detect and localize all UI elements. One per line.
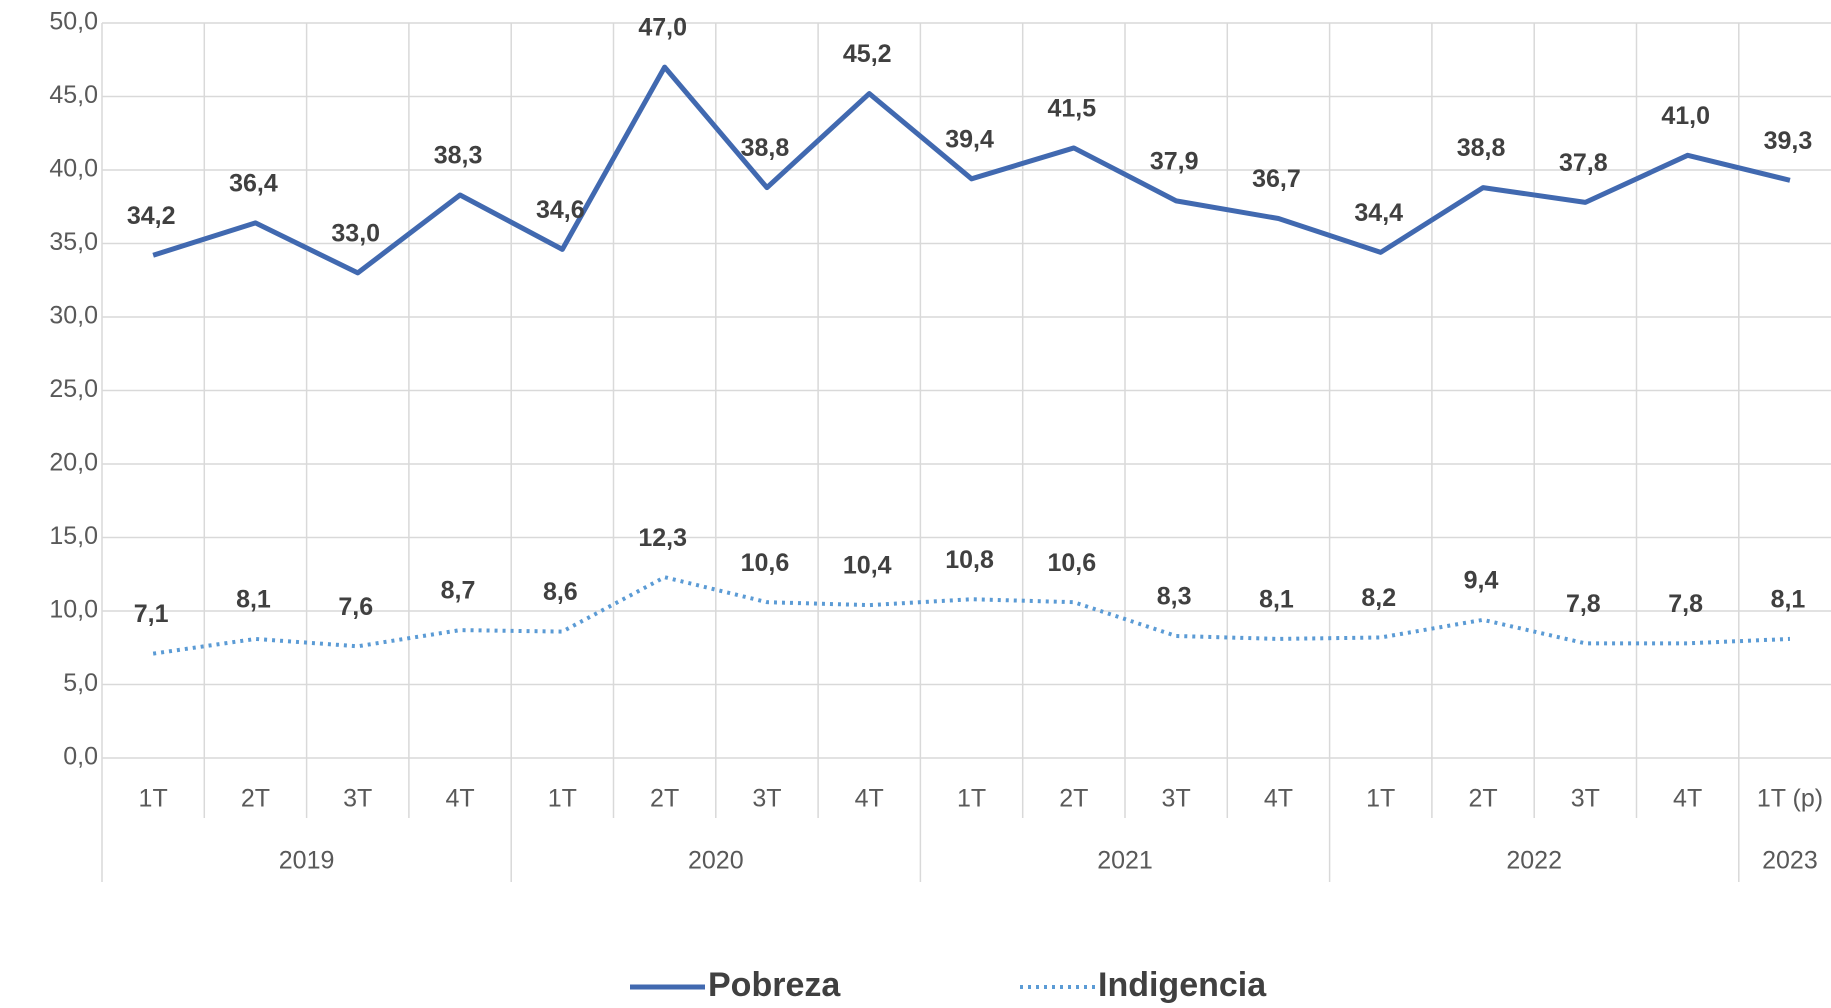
data-label: 7,8 <box>1566 590 1601 618</box>
data-label: 34,6 <box>536 196 585 224</box>
x-tick-label: 4T <box>1673 785 1702 813</box>
data-label: 7,1 <box>134 600 169 628</box>
y-tick-label: 35,0 <box>49 228 98 256</box>
x-tick-label: 1T (p) <box>1757 785 1823 813</box>
data-label: 10,8 <box>945 546 994 574</box>
x-tick-label: 1T <box>1366 785 1395 813</box>
y-tick-label: 10,0 <box>49 596 98 624</box>
data-label: 37,8 <box>1559 149 1608 177</box>
x-group-label: 2019 <box>279 847 335 875</box>
data-label: 41,5 <box>1048 95 1097 123</box>
x-group-label: 2020 <box>688 847 744 875</box>
y-tick-label: 30,0 <box>49 302 98 330</box>
data-label: 36,4 <box>229 170 278 198</box>
x-tick-label: 4T <box>445 785 474 813</box>
data-label: 8,1 <box>1259 586 1294 614</box>
data-label: 8,2 <box>1361 584 1396 612</box>
x-tick-label: 2T <box>241 785 270 813</box>
x-tick-label: 3T <box>752 785 781 813</box>
y-tick-label: 20,0 <box>49 449 98 477</box>
legend-label: Pobreza <box>708 966 841 1004</box>
x-tick-label: 3T <box>343 785 372 813</box>
x-tick-label: 1T <box>139 785 168 813</box>
series-line <box>152 575 1791 656</box>
y-tick-label: 45,0 <box>49 81 98 109</box>
x-group-label: 2021 <box>1097 847 1153 875</box>
data-label: 12,3 <box>638 524 687 552</box>
y-tick-label: 40,0 <box>49 155 98 183</box>
x-tick-label: 2T <box>1059 785 1088 813</box>
x-tick-label: 4T <box>1264 785 1293 813</box>
data-label: 10,6 <box>741 549 790 577</box>
data-label: 38,8 <box>741 134 790 162</box>
data-label: 8,1 <box>236 586 271 614</box>
data-label: 8,7 <box>441 577 476 605</box>
data-label: 38,3 <box>434 142 483 170</box>
data-label: 38,8 <box>1457 134 1506 162</box>
x-group-label: 2022 <box>1506 847 1562 875</box>
x-tick-label: 3T <box>1571 785 1600 813</box>
data-label: 45,2 <box>843 40 892 68</box>
y-tick-label: 50,0 <box>49 8 98 36</box>
x-group-label: 2023 <box>1762 847 1818 875</box>
data-label: 36,7 <box>1252 165 1301 193</box>
data-label: 33,0 <box>331 220 380 248</box>
x-tick-label: 2T <box>1468 785 1497 813</box>
data-label: 8,1 <box>1771 586 1806 614</box>
data-label: 7,8 <box>1668 590 1703 618</box>
data-label: 34,2 <box>127 202 176 230</box>
data-label: 10,6 <box>1048 549 1097 577</box>
series-line <box>152 64 1791 276</box>
data-label: 8,6 <box>543 578 578 606</box>
x-tick-label: 4T <box>855 785 884 813</box>
x-tick-label: 1T <box>548 785 577 813</box>
x-tick-label: 2T <box>650 785 679 813</box>
data-label: 34,4 <box>1354 199 1403 227</box>
data-label: 37,9 <box>1150 147 1199 175</box>
y-tick-label: 0,0 <box>63 743 98 771</box>
data-label: 39,4 <box>945 125 994 153</box>
y-tick-label: 25,0 <box>49 375 98 403</box>
data-label: 47,0 <box>638 14 687 42</box>
data-label: 41,0 <box>1661 102 1710 130</box>
data-label: 39,3 <box>1764 127 1813 155</box>
data-label: 8,3 <box>1157 583 1192 611</box>
legend-label: Indigencia <box>1098 966 1267 1004</box>
x-tick-label: 1T <box>957 785 986 813</box>
data-label: 9,4 <box>1464 566 1499 594</box>
y-tick-label: 5,0 <box>63 669 98 697</box>
data-label: 10,4 <box>843 552 892 580</box>
data-label: 7,6 <box>338 593 373 621</box>
y-tick-label: 15,0 <box>49 522 98 550</box>
x-tick-label: 3T <box>1162 785 1191 813</box>
